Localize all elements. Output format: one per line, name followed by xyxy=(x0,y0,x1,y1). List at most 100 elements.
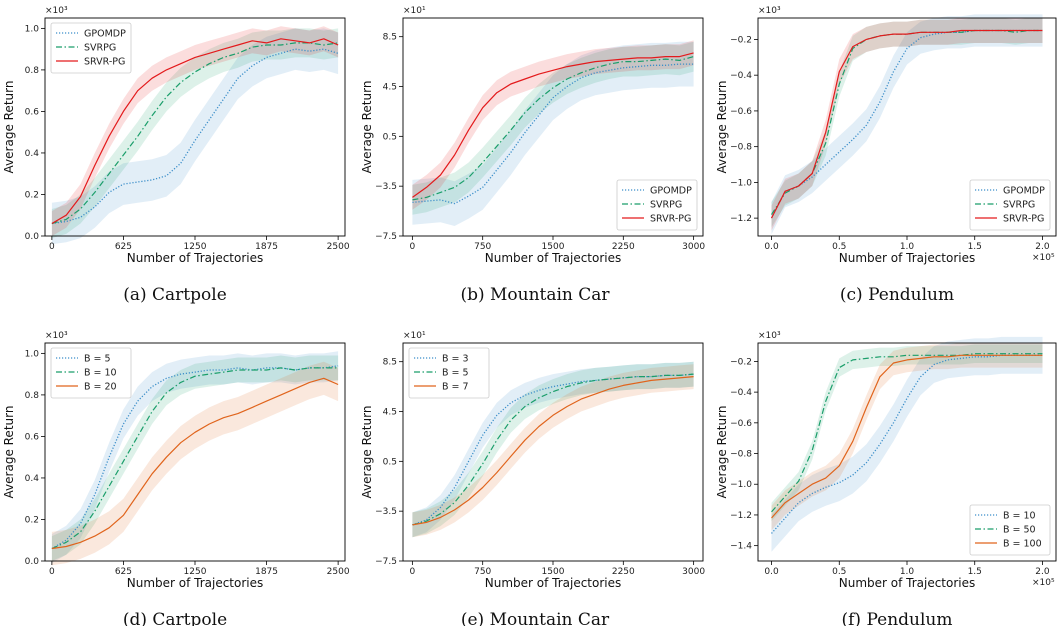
x-tick-label: 0.0 xyxy=(764,242,779,252)
legend-label-3: SRVR-PG xyxy=(84,57,125,68)
series-band-2 xyxy=(51,28,339,239)
chart-panel-1: 0 625 1250 1875 2500 0.0 0.2 0.4 0.6 0.8 1.0 ×10³ Nu… xyxy=(2,6,350,305)
legend: B = 5 B = 10 B = 20 xyxy=(50,347,132,399)
legend-label-2: SVRPG xyxy=(650,200,682,211)
x-tick-label: 2250 xyxy=(612,567,635,577)
x-tick-label: 0 xyxy=(410,242,416,252)
y-multiplier: ×10¹ xyxy=(403,6,426,16)
series-line-2 xyxy=(412,56,694,201)
x-tick-label: 2.0 xyxy=(1035,242,1050,252)
y-tick-label: −1.4 xyxy=(730,542,752,552)
legend-label-3: B = 20 xyxy=(84,382,117,393)
y-tick-label: −1.2 xyxy=(730,214,752,224)
y-tick-label: −0.4 xyxy=(730,388,752,398)
y-axis-label: Average Return xyxy=(360,81,374,174)
y-tick-label: −1.0 xyxy=(730,178,752,188)
x-tick-label: 625 xyxy=(115,567,132,577)
y-tick-label: 0.0 xyxy=(25,232,40,242)
y-tick-label: 0.5 xyxy=(383,132,397,142)
y-tick-label: 0.8 xyxy=(25,391,40,401)
y-axis-label: Average Return xyxy=(2,81,16,174)
series-line-1 xyxy=(412,63,694,205)
legend: B = 10 B = 50 B = 100 xyxy=(969,504,1051,556)
x-tick-label: 0 xyxy=(410,567,416,577)
legend-label-2: SVRPG xyxy=(1003,200,1035,211)
legend: GPOMDP SVRPG SRVR-PG xyxy=(969,179,1051,231)
x-axis-label: Number of Trajectories xyxy=(127,576,264,590)
chart-caption: (b) Mountain Car xyxy=(460,285,610,305)
x-tick-label: 0.5 xyxy=(832,242,846,252)
x-tick-label: 1250 xyxy=(184,567,207,577)
x-axis-label: Number of Trajectories xyxy=(839,251,976,265)
series-line-1 xyxy=(51,48,339,225)
x-tick-label: 0 xyxy=(49,567,55,577)
x-axis-label: Number of Trajectories xyxy=(127,251,264,265)
series-line-3 xyxy=(412,376,694,526)
x-tick-label: 0.5 xyxy=(832,567,846,577)
y-tick-label: −0.2 xyxy=(730,35,752,45)
y-tick-label: 1.0 xyxy=(25,24,40,34)
chart-panel-2: 0 750 1500 2250 3000 −7.5 −3.5 0.5 4.5 8.5 ×10¹ Num… xyxy=(360,6,705,305)
legend-label-2: B = 5 xyxy=(442,368,469,379)
x-tick-label: 625 xyxy=(115,242,132,252)
x-tick-label: 2250 xyxy=(612,242,635,252)
series-line-1 xyxy=(412,373,694,526)
series-line-2 xyxy=(412,373,694,526)
legend-label-2: B = 10 xyxy=(84,368,117,379)
chart-caption: (f) Pendulum xyxy=(842,610,953,626)
series-line-3 xyxy=(51,377,339,550)
series-line-3 xyxy=(771,354,1043,519)
y-tick-label: 0.8 xyxy=(25,66,40,76)
chart-panel-5: 0 750 1500 2250 3000 −7.5 −3.5 0.5 4.5 8.5 ×10¹ Num… xyxy=(360,331,705,626)
x-multiplier: ×10⁵ xyxy=(1032,253,1055,263)
y-tick-label: −1.0 xyxy=(730,480,752,490)
chart-caption: (e) Mountain Car xyxy=(461,610,610,626)
y-tick-label: −0.2 xyxy=(730,357,752,367)
y-tick-label: 8.5 xyxy=(383,33,397,43)
y-tick-label: 8.5 xyxy=(383,358,397,368)
legend-label-2: B = 50 xyxy=(1003,525,1036,536)
x-tick-label: 1.0 xyxy=(900,567,915,577)
series-band-1 xyxy=(412,41,694,227)
legend-label-1: GPOMDP xyxy=(650,186,692,197)
series-line-2 xyxy=(771,353,1043,513)
x-tick-label: 1.5 xyxy=(968,567,982,577)
y-tick-label: −1.2 xyxy=(730,511,752,521)
chart-caption: (d) Cartpole xyxy=(123,610,227,626)
series-line-2 xyxy=(51,367,339,550)
legend-label-3: B = 100 xyxy=(1003,539,1042,550)
y-tick-label: −0.6 xyxy=(730,419,752,429)
series-band-2 xyxy=(412,41,694,215)
x-tick-label: 3000 xyxy=(682,242,705,252)
chart-caption: (c) Pendulum xyxy=(840,285,954,305)
y-axis-label: Average Return xyxy=(715,81,729,174)
y-tick-label: −0.8 xyxy=(730,143,752,153)
series-band-3 xyxy=(412,364,694,538)
legend-label-1: GPOMDP xyxy=(84,29,126,40)
y-multiplier: ×10³ xyxy=(45,6,68,16)
y-tick-label: 4.5 xyxy=(383,83,397,93)
series-band-3 xyxy=(771,343,1043,531)
y-tick-label: −7.5 xyxy=(375,232,397,242)
series-band-3 xyxy=(412,40,694,210)
y-multiplier: ×10³ xyxy=(758,331,781,341)
y-multiplier: ×10³ xyxy=(758,6,781,16)
y-tick-label: 4.5 xyxy=(383,408,397,418)
series-line-3 xyxy=(412,52,694,198)
y-tick-label: −7.5 xyxy=(375,557,397,567)
x-tick-label: 0 xyxy=(49,242,55,252)
y-tick-label: −3.5 xyxy=(375,507,397,517)
y-axis-label: Average Return xyxy=(2,406,16,499)
y-tick-label: −0.8 xyxy=(730,450,752,460)
legend: B = 3 B = 5 B = 7 xyxy=(408,347,490,399)
x-tick-label: 1250 xyxy=(184,242,207,252)
y-tick-label: 0.0 xyxy=(25,557,40,567)
legend-label-3: SRVR-PG xyxy=(1003,214,1044,225)
y-tick-label: −0.4 xyxy=(730,71,752,81)
legend-label-1: B = 3 xyxy=(442,354,469,365)
y-tick-label: 0.6 xyxy=(25,432,40,442)
legend-label-1: GPOMDP xyxy=(1003,186,1045,197)
y-tick-label: 1.0 xyxy=(25,349,40,359)
series-band-2 xyxy=(51,355,339,561)
